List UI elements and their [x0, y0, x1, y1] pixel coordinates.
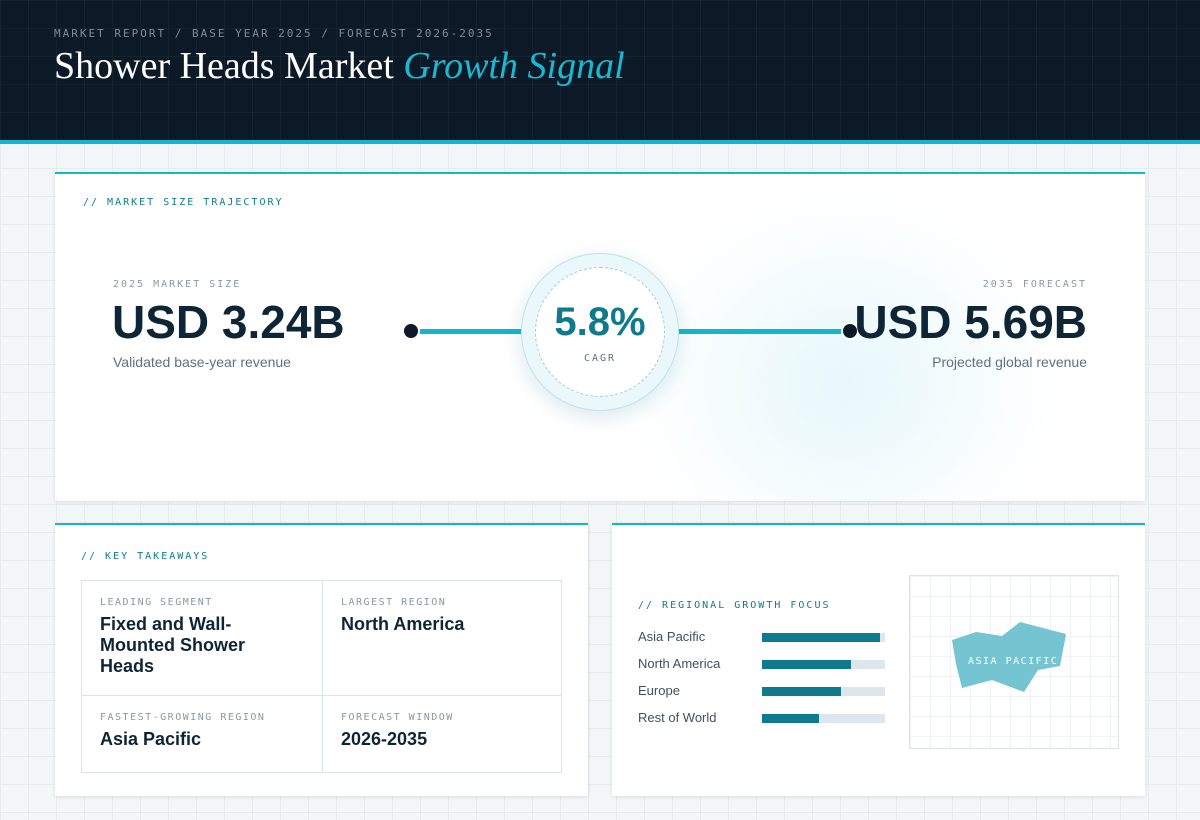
page-title: Shower Heads Market Growth Signal: [54, 44, 625, 88]
takeaway-label: FASTEST-GROWING REGION: [100, 712, 266, 723]
region-bar-track: [762, 660, 885, 669]
region-bar-fill: [762, 714, 819, 723]
region-bar-row: North America: [638, 656, 888, 683]
regional-growth-card: // REGIONAL GROWTH FOCUS Asia Pacific No…: [612, 523, 1145, 796]
asia-pacific-map-shape: [952, 622, 1066, 692]
end-sub: Projected global revenue: [932, 354, 1087, 370]
cagr-label: CAGR: [583, 353, 617, 364]
region-bar-fill: [762, 687, 841, 696]
takeaway-largest-region: LARGEST REGION North America: [322, 581, 562, 695]
takeaways-section-label: // KEY TAKEAWAYS: [81, 551, 210, 562]
region-bar-fill: [762, 633, 881, 642]
map-region-label: ASIA PACIFIC: [968, 656, 1059, 667]
takeaway-leading-segment: LEADING SEGMENT Fixed and Wall-Mounted S…: [82, 581, 322, 695]
takeaway-value: Fixed and Wall-Mounted Shower Heads: [100, 614, 245, 676]
takeaway-fastest-region: FASTEST-GROWING REGION Asia Pacific: [82, 695, 322, 772]
takeaway-label: LARGEST REGION: [341, 597, 447, 608]
takeaway-value: 2026-2035: [341, 729, 428, 749]
regional-section-label: // REGIONAL GROWTH FOCUS: [638, 600, 831, 611]
region-bar-track: [762, 633, 885, 642]
report-header: MARKET REPORT / BASE YEAR 2025 / FORECAS…: [0, 0, 1200, 144]
region-bar-row: Asia Pacific: [638, 629, 888, 656]
cagr-badge: 5.8% CAGR: [521, 253, 679, 411]
takeaways-grid: LEADING SEGMENT Fixed and Wall-Mounted S…: [81, 580, 562, 773]
region-bar-fill: [762, 660, 851, 669]
region-name: Rest of World: [638, 710, 717, 725]
takeaway-label: FORECAST WINDOW: [341, 712, 454, 723]
takeaway-value: North America: [341, 614, 465, 634]
takeaway-label: LEADING SEGMENT: [100, 597, 213, 608]
region-name: North America: [638, 656, 721, 671]
region-bar-row: Europe: [638, 683, 888, 710]
cagr-inner-ring: 5.8% CAGR: [535, 267, 665, 397]
region-bar-row: Rest of World: [638, 710, 888, 737]
regional-bars: Asia Pacific North America Europe Rest o…: [638, 629, 888, 737]
region-name: Asia Pacific: [638, 629, 706, 644]
report-eyebrow: MARKET REPORT / BASE YEAR 2025 / FORECAS…: [54, 27, 494, 40]
start-sub: Validated base-year revenue: [113, 354, 291, 370]
takeaway-value: Asia Pacific: [100, 729, 202, 749]
title-main: Shower Heads Market: [54, 45, 404, 87]
trajectory-section-label: // MARKET SIZE TRAJECTORY: [83, 197, 284, 208]
end-dot: [841, 322, 859, 340]
end-label: 2035 FORECAST: [982, 279, 1087, 290]
market-size-card: // MARKET SIZE TRAJECTORY 2025 MARKET SI…: [55, 172, 1145, 501]
background-glow: [635, 194, 1055, 501]
start-value: USD 3.24B: [112, 296, 345, 348]
takeaway-forecast-window: FORECAST WINDOW 2026-2035: [322, 695, 562, 772]
title-accent: Growth Signal: [403, 45, 625, 87]
region-bar-track: [762, 714, 885, 723]
region-map: ASIA PACIFIC: [909, 575, 1119, 749]
cagr-value: 5.8%: [554, 300, 646, 344]
key-takeaways-card: // KEY TAKEAWAYS LEADING SEGMENT Fixed a…: [55, 523, 588, 796]
start-label: 2025 MARKET SIZE: [113, 279, 242, 290]
start-dot: [402, 322, 420, 340]
region-bar-track: [762, 687, 885, 696]
end-value: USD 5.69B: [854, 296, 1087, 348]
region-name: Europe: [638, 683, 680, 698]
